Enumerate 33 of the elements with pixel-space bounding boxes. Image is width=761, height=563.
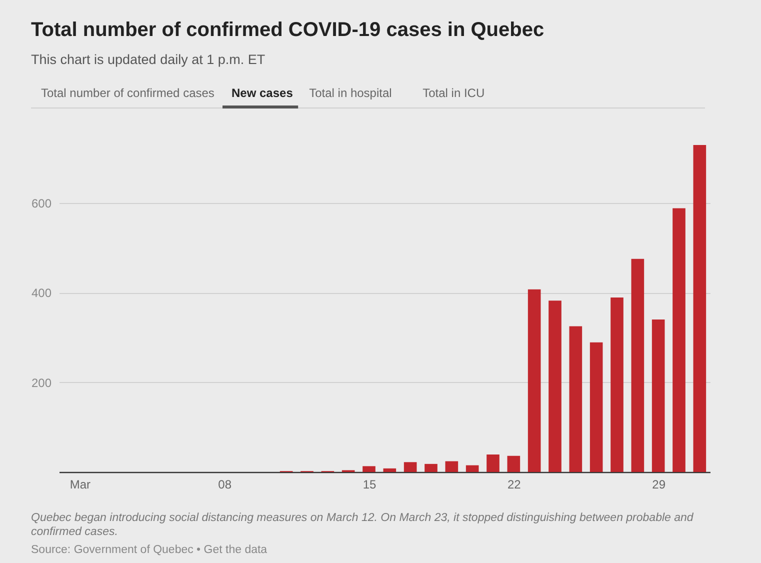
text: Total in ICU [422, 86, 485, 100]
x-tick-label: 22 [507, 478, 522, 492]
bar [590, 342, 603, 472]
x-tick-label: 08 [218, 478, 232, 492]
bar [466, 465, 479, 472]
x-tick-label: 15 [362, 478, 376, 492]
bar [569, 326, 582, 472]
y-tick-label: 400 [31, 286, 52, 300]
bar [445, 461, 458, 472]
bar [631, 258, 644, 472]
bar [652, 319, 665, 472]
bar [507, 456, 520, 472]
y-tick-label: 200 [31, 376, 52, 390]
bar [486, 454, 500, 472]
bar [672, 208, 686, 472]
bar [362, 466, 376, 472]
bar [528, 289, 541, 472]
text: Total number of confirmed cases [41, 86, 214, 100]
text: Total in hospital [309, 86, 392, 100]
chart-subtitle: This chart is updated daily at 1 p.m. ET [31, 52, 266, 67]
bar [424, 464, 438, 472]
bar [548, 300, 562, 472]
text: Quebec began introducing social distancing measures on March 12. On March 23, it stopped distinguishing between probable and confirmed cases. [31, 512, 694, 538]
bar [693, 145, 706, 472]
chart-title: Total number of confirmed COVID-19 cases in Quebec [31, 19, 544, 41]
y-tick-label: 600 [31, 196, 52, 210]
x-tick-label: Mar [70, 478, 91, 492]
text: New cases [232, 86, 294, 100]
bar [383, 468, 396, 472]
bar [404, 462, 417, 472]
source-note: Source: Government of Quebec • Get the data [31, 544, 268, 556]
bar [610, 298, 624, 472]
x-tick-label: 29 [652, 478, 666, 492]
